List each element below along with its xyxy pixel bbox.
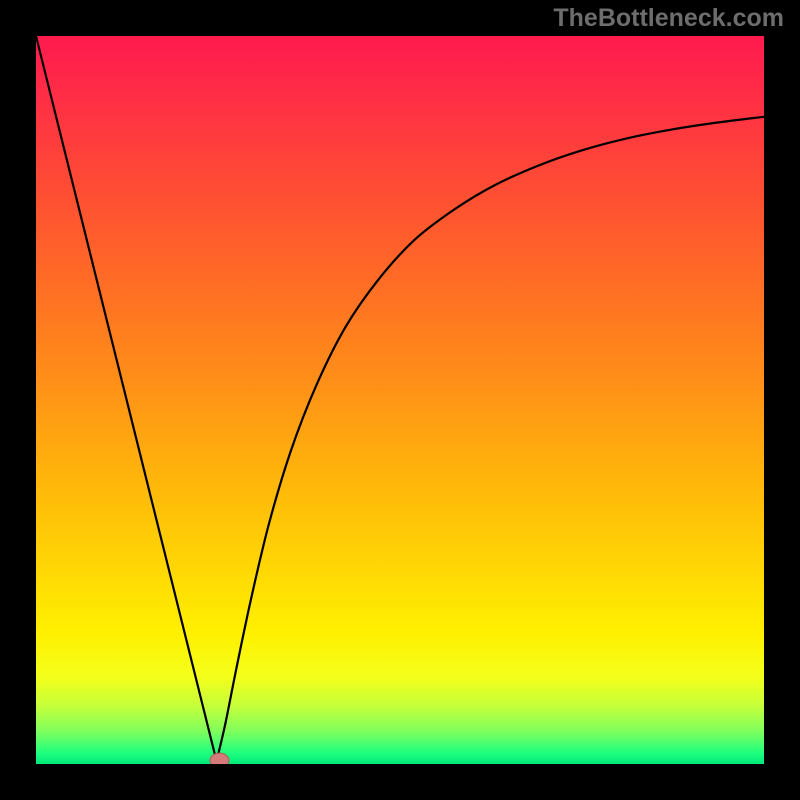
bottleneck-curve [36,36,764,761]
minimum-marker [210,753,229,764]
plot-area [36,36,764,764]
watermark-text: TheBottleneck.com [553,4,784,33]
curve-layer [36,36,764,764]
